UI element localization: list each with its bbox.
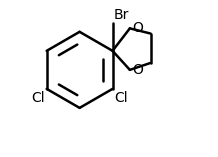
Text: Cl: Cl — [31, 91, 45, 105]
Text: O: O — [132, 21, 143, 35]
Text: Cl: Cl — [114, 91, 128, 105]
Text: Br: Br — [113, 8, 129, 22]
Text: O: O — [132, 63, 143, 77]
